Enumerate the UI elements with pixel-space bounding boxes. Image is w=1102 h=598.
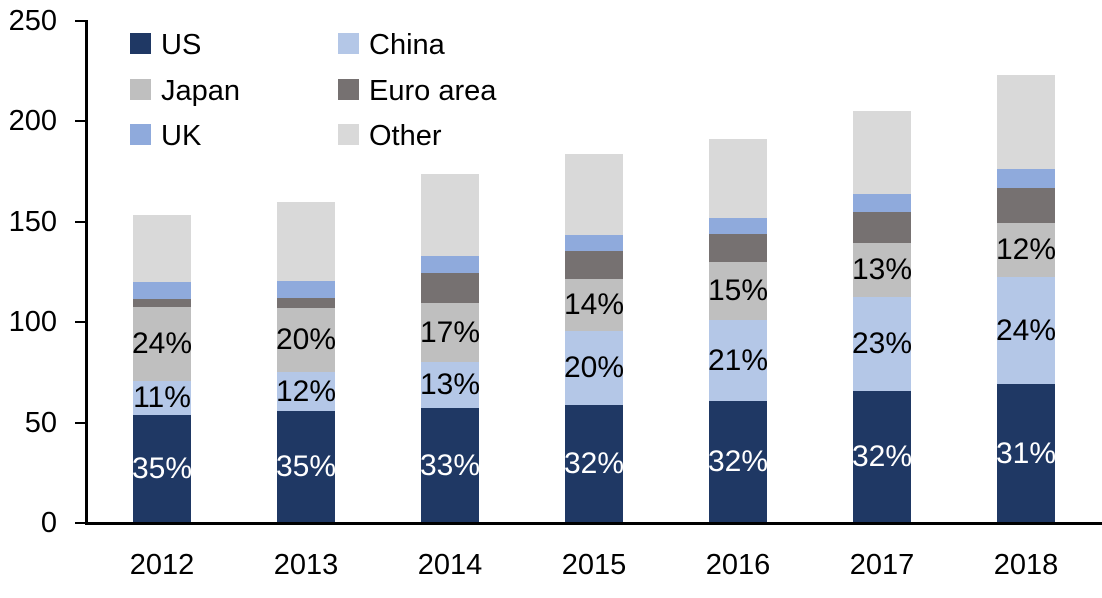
bar-segment-euro-area <box>565 251 623 279</box>
y-tick-label: 150 <box>8 205 57 238</box>
bar-segment-japan <box>421 303 479 362</box>
x-category-label: 2018 <box>993 549 1059 581</box>
y-tick-label: 250 <box>8 5 57 37</box>
bar-segment-uk <box>421 256 479 273</box>
x-category-label: 2012 <box>129 549 195 581</box>
y-tick-mark <box>75 220 86 223</box>
bar-segment-other <box>565 154 623 235</box>
y-tick-label: 50 <box>24 406 57 439</box>
y-tick-mark <box>75 421 86 424</box>
x-category-label: 2013 <box>273 549 339 581</box>
legend-label: Other <box>369 120 442 152</box>
bar-segment-euro-area <box>997 188 1055 223</box>
bar-segment-us <box>709 401 767 523</box>
bar-segment-other <box>709 139 767 218</box>
legend-swatch-icon <box>338 79 359 100</box>
y-axis-line <box>85 20 88 524</box>
y-tick-label: 100 <box>8 306 57 339</box>
x-category-label: 2016 <box>705 549 771 581</box>
bar-segment-china <box>277 372 335 411</box>
bar-segment-uk <box>997 169 1055 188</box>
bar-segment-uk <box>853 194 911 212</box>
x-category-label: 2014 <box>417 549 483 581</box>
legend-label: UK <box>161 120 202 152</box>
legend-swatch-icon <box>338 124 359 145</box>
bar-segment-china <box>565 331 623 405</box>
legend-swatch-icon <box>130 79 151 100</box>
bar-segment-euro-area <box>277 298 335 308</box>
bar-segment-us <box>997 384 1055 523</box>
bar-segment-china <box>853 297 911 391</box>
bar-segment-uk <box>565 235 623 251</box>
bar-segment-euro-area <box>709 234 767 262</box>
y-tick-mark <box>75 321 86 324</box>
bar-segment-us <box>277 411 335 523</box>
bar-segment-japan <box>997 223 1055 277</box>
bar-segment-uk <box>133 282 191 299</box>
y-tick-label: 0 <box>40 507 57 539</box>
bar-segment-euro-area <box>853 212 911 243</box>
bar-segment-us <box>133 415 191 523</box>
x-category-label: 2015 <box>561 549 627 581</box>
legend-swatch-icon <box>130 33 151 54</box>
legend-swatch-icon <box>338 33 359 54</box>
bar-segment-japan <box>709 262 767 320</box>
bar-segment-other <box>133 215 191 282</box>
legend-label: Japan <box>161 75 241 107</box>
bar-segment-china <box>997 277 1055 384</box>
bar-segment-other <box>997 75 1055 169</box>
y-tick-mark <box>75 522 86 524</box>
x-category-label: 2017 <box>849 549 915 581</box>
y-tick-mark <box>75 20 86 22</box>
bar-segment-euro-area <box>421 273 479 303</box>
legend-label: Euro area <box>369 75 497 107</box>
bar-segment-us <box>853 391 911 523</box>
legend-swatch-icon <box>130 124 151 145</box>
bar-segment-china <box>421 362 479 408</box>
y-tick-mark <box>75 120 86 123</box>
bar-segment-us <box>421 408 479 523</box>
bar-segment-other <box>853 111 911 194</box>
x-axis-line <box>85 522 1102 525</box>
bar-segment-uk <box>709 218 767 234</box>
bar-segment-japan <box>853 243 911 297</box>
y-tick-label: 200 <box>8 105 57 138</box>
legend-label: China <box>369 29 445 61</box>
bar-segment-other <box>277 202 335 281</box>
bar-segment-euro-area <box>133 299 191 307</box>
bar-segment-japan <box>565 279 623 331</box>
bar-segment-japan <box>277 308 335 372</box>
legend-label: US <box>161 29 202 61</box>
bar-segment-japan <box>133 307 191 381</box>
bar-segment-other <box>421 174 479 256</box>
bar-segment-us <box>565 405 623 523</box>
bar-segment-china <box>709 320 767 401</box>
bar-segment-china <box>133 381 191 415</box>
bar-segment-uk <box>277 281 335 298</box>
